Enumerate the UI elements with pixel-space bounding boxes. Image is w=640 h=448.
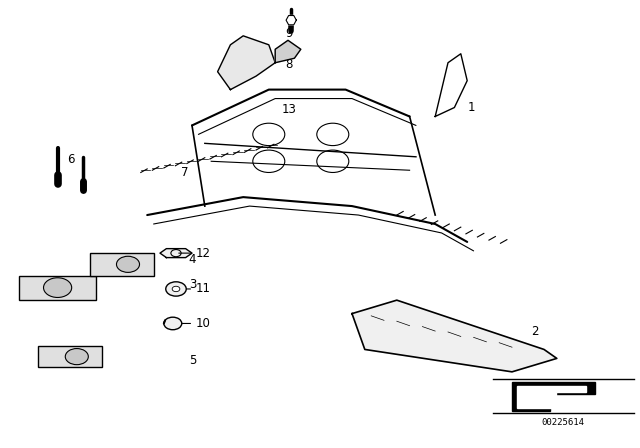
Polygon shape [286, 16, 296, 25]
Text: 9: 9 [285, 27, 292, 40]
Text: 3: 3 [189, 278, 196, 291]
Circle shape [44, 278, 72, 297]
Polygon shape [275, 40, 301, 63]
Text: 10: 10 [195, 317, 210, 330]
Text: 00225614: 00225614 [541, 418, 585, 426]
Bar [90, 253, 154, 276]
Text: 6: 6 [67, 152, 75, 166]
Text: 2: 2 [531, 325, 539, 338]
Text: 4: 4 [189, 253, 196, 267]
Polygon shape [512, 382, 595, 411]
Text: 1: 1 [467, 101, 475, 114]
Polygon shape [517, 386, 586, 408]
Bar [19, 276, 96, 300]
Text: 8: 8 [285, 58, 292, 72]
Text: 5: 5 [189, 354, 196, 367]
Circle shape [172, 286, 180, 292]
Text: 13: 13 [282, 103, 296, 116]
Circle shape [164, 317, 182, 330]
Text: 12: 12 [195, 246, 210, 260]
Circle shape [65, 349, 88, 365]
Text: 7: 7 [181, 166, 189, 179]
Circle shape [166, 282, 186, 296]
Circle shape [116, 256, 140, 272]
Polygon shape [160, 249, 192, 258]
Polygon shape [352, 300, 557, 372]
Polygon shape [218, 36, 275, 90]
Bar [38, 346, 102, 367]
Text: 11: 11 [195, 282, 210, 296]
